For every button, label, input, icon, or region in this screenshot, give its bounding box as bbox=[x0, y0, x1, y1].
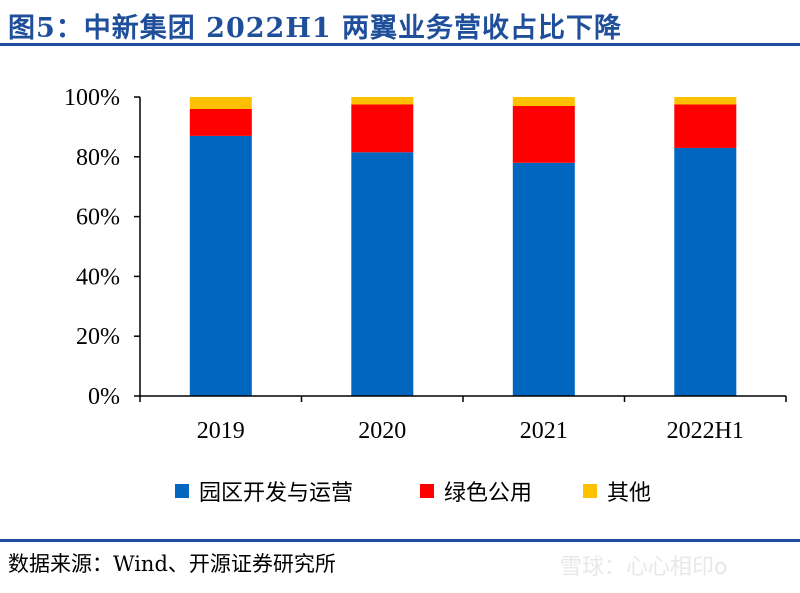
bar-2021-series-1 bbox=[512, 106, 575, 163]
legend-label: 绿色公用 bbox=[444, 481, 533, 506]
legend-label: 园区开发与运营 bbox=[199, 481, 354, 506]
bar-2019-series-0 bbox=[189, 135, 252, 396]
bar-2020-series-1 bbox=[351, 104, 414, 153]
y-tick-label: 80% bbox=[76, 145, 120, 171]
legend-item: 绿色公用 bbox=[420, 474, 532, 508]
bars-group bbox=[189, 97, 737, 396]
y-tick-label: 60% bbox=[76, 205, 120, 231]
legend-swatch bbox=[175, 484, 189, 498]
legend-item: 其他 bbox=[583, 474, 651, 508]
source-note: 数据来源：Wind、开源证券研究所 bbox=[8, 552, 336, 576]
x-tick-label: 2021 bbox=[520, 418, 568, 444]
legend: 园区开发与运营 绿色公用 其他 bbox=[0, 474, 800, 508]
y-tick-label: 20% bbox=[76, 324, 120, 350]
x-tick-label: 2019 bbox=[197, 418, 245, 444]
bar-2019-series-1 bbox=[189, 109, 252, 136]
x-tick-label: 2022H1 bbox=[667, 418, 744, 444]
bar-2021-series-2 bbox=[512, 97, 575, 106]
bar-2020-series-2 bbox=[351, 97, 414, 105]
watermark: 雪球：心心相印o bbox=[560, 555, 728, 580]
bar-2019-series-2 bbox=[189, 97, 252, 109]
bar-2020-series-0 bbox=[351, 152, 414, 396]
y-tick-label: 0% bbox=[88, 384, 120, 410]
bar-2022H1-series-2 bbox=[674, 97, 737, 105]
legend-item: 园区开发与运营 bbox=[175, 474, 353, 508]
y-ticks-group: 0% 20% 40% 60% 80% 100% bbox=[64, 85, 140, 410]
legend-label: 其他 bbox=[607, 481, 652, 506]
footer-divider bbox=[0, 539, 800, 542]
x-tick-label: 2020 bbox=[358, 418, 406, 444]
legend-swatch bbox=[583, 484, 597, 498]
bar-2022H1-series-0 bbox=[674, 147, 737, 396]
bar-2021-series-0 bbox=[512, 162, 575, 396]
y-tick-label: 40% bbox=[76, 264, 120, 290]
title-bar: 图5：中新集团 2022H1 两翼业务营收占比下降 bbox=[0, 0, 800, 46]
y-tick-label: 100% bbox=[64, 85, 120, 111]
chart-title: 图5：中新集团 2022H1 两翼业务营收占比下降 bbox=[8, 13, 623, 44]
chart-area: 0% 20% 40% 60% 80% 100% 2019 2020 2021 2022H1 bbox=[64, 85, 787, 444]
legend-swatch bbox=[420, 484, 434, 498]
bar-2022H1-series-1 bbox=[674, 104, 737, 148]
x-ticks-group: 2019 2020 2021 2022H1 bbox=[139, 396, 787, 444]
